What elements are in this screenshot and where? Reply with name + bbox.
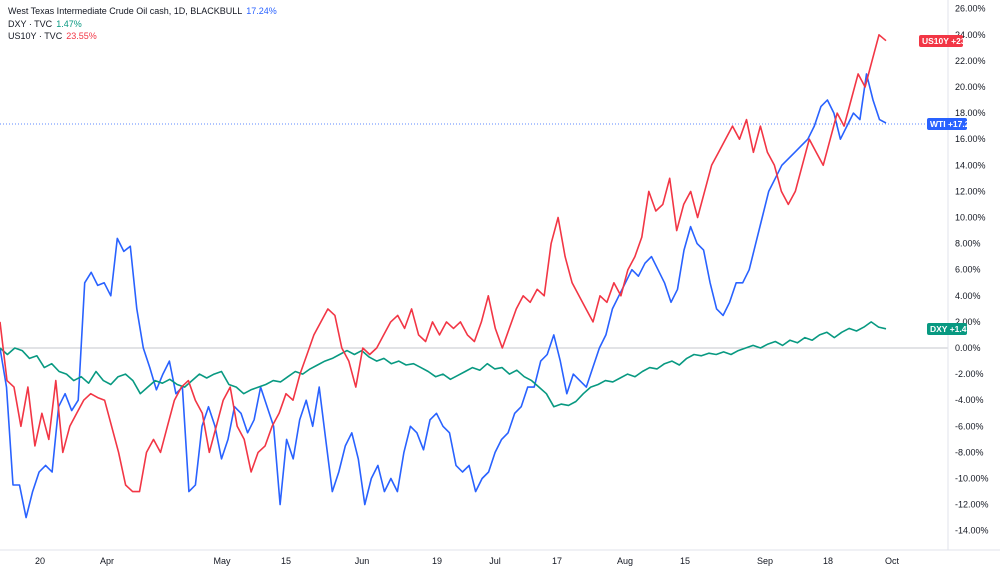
y-tick-label: 14.00% — [955, 160, 986, 170]
x-tick-label: Jul — [489, 556, 501, 566]
dxy-badge-value: +1.47% — [950, 324, 980, 334]
y-tick-label: 22.00% — [955, 56, 986, 66]
svg-text:DXY +1.47%: DXY +1.47% — [930, 324, 979, 334]
legend-value-us10y: 23.55% — [66, 31, 97, 41]
us10y-badge-value: +23.55% — [951, 36, 985, 46]
x-tick-label: May — [213, 556, 231, 566]
y-tick-label: 26.00% — [955, 4, 986, 14]
legend-row-wti[interactable]: West Texas Intermediate Crude Oil cash, … — [8, 5, 277, 18]
x-tick-label: 20 — [35, 556, 45, 566]
x-tick-label: Jun — [355, 556, 370, 566]
y-tick-label: 6.00% — [955, 265, 981, 275]
x-tick-label: Apr — [100, 556, 114, 566]
y-tick-label: -8.00% — [955, 447, 984, 457]
wti-badge-value: +17.24% — [948, 119, 982, 129]
y-tick-label: -14.00% — [955, 526, 989, 536]
legend-row-us10y[interactable]: US10Y · TVC 23.55% — [8, 30, 277, 43]
y-tick-label: 2.00% — [955, 317, 981, 327]
svg-text:US10Y +23.55%: US10Y +23.55% — [922, 36, 985, 46]
y-tick-label: 12.00% — [955, 186, 986, 196]
y-tick-label: -2.00% — [955, 369, 984, 379]
y-tick-label: 20.00% — [955, 82, 986, 92]
legend-row-dxy[interactable]: DXY · TVC 1.47% — [8, 18, 277, 31]
y-axis: 26.00% 24.00% 22.00% 20.00% 18.00% 16.00% 14.0… — [955, 4, 989, 536]
us10y-badge-label: US10Y — [922, 36, 949, 46]
wti-price-badge: WTI +17.24% — [927, 118, 982, 130]
series-line-us10y[interactable] — [0, 33, 887, 493]
x-tick-label: 15 — [680, 556, 690, 566]
legend-name-wti: West Texas Intermediate Crude Oil cash, … — [8, 6, 243, 16]
svg-text:WTI +17.24%: WTI +17.24% — [930, 119, 982, 129]
y-tick-label: 16.00% — [955, 134, 986, 144]
series-layer — [0, 33, 887, 519]
y-tick-label: -10.00% — [955, 474, 989, 484]
y-tick-label: -4.00% — [955, 395, 984, 405]
y-tick-label: 24.00% — [955, 30, 986, 40]
dxy-badge-label: DXY — [930, 324, 948, 334]
y-tick-label: 18.00% — [955, 108, 986, 118]
dxy-price-badge: DXY +1.47% — [927, 323, 979, 335]
x-tick-label: Oct — [885, 556, 900, 566]
wti-badge-label: WTI — [930, 119, 946, 129]
x-tick-label: 18 — [823, 556, 833, 566]
legend: West Texas Intermediate Crude Oil cash, … — [8, 5, 277, 43]
us10y-price-badge: US10Y +23.55% — [919, 35, 985, 47]
y-tick-label: 8.00% — [955, 239, 981, 249]
legend-value-wti: 17.24% — [246, 6, 277, 16]
legend-value-dxy: 1.47% — [56, 18, 82, 29]
y-tick-label: -6.00% — [955, 421, 984, 431]
x-tick-label: 19 — [432, 556, 442, 566]
series-line-dxy[interactable] — [0, 321, 887, 408]
legend-name-us10y: US10Y · TVC — [8, 31, 63, 41]
x-tick-label: Aug — [617, 556, 633, 566]
x-axis: 20 Apr May 15 Jun 19 Jul 17 Aug 15 Sep 18 Oct — [35, 556, 900, 566]
y-tick-label: 10.00% — [955, 213, 986, 223]
x-tick-label: Sep — [757, 556, 773, 566]
x-tick-label: 15 — [281, 556, 291, 566]
y-tick-label: 4.00% — [955, 291, 981, 301]
y-tick-label: -12.00% — [955, 500, 989, 510]
legend-name-dxy: DXY · TVC — [8, 18, 53, 29]
series-line-wti[interactable] — [0, 73, 887, 519]
y-tick-label: 0.00% — [955, 343, 981, 353]
x-tick-label: 17 — [552, 556, 562, 566]
